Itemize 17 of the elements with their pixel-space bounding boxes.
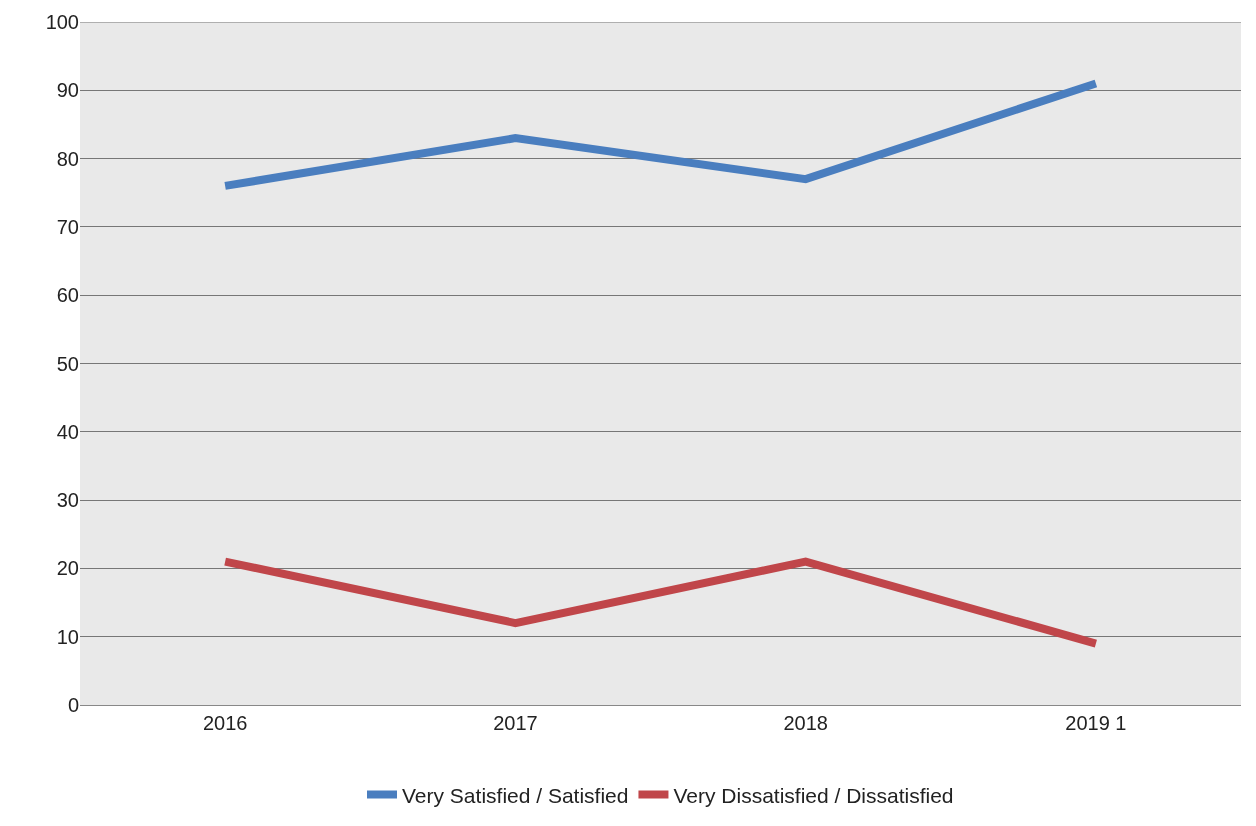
y-tick-label: 40 (56, 420, 79, 443)
y-tick-label: 60 (56, 284, 79, 307)
x-tick-label: 2019 1 (1065, 712, 1127, 734)
y-tick-label: 20 (56, 557, 79, 580)
legend-label: Very Dissatisfied / Dissatisfied (673, 783, 954, 807)
x-tick-label: 2018 (783, 712, 828, 734)
y-tick-label: 90 (56, 79, 79, 102)
legend-label: Very Satisfied / Satisfied (402, 783, 629, 807)
x-tick-label: 2016 (202, 712, 248, 734)
y-tick-label: 0 (67, 694, 79, 716)
x-tick-label: 2017 (493, 712, 538, 734)
y-tick-label: 80 (56, 147, 79, 170)
y-tick-label: 70 (56, 215, 79, 238)
y-tick-label: 30 (56, 489, 79, 512)
y-tick-label: 100 (45, 11, 79, 33)
y-tick-label: 10 (56, 625, 79, 648)
y-tick-label: 50 (56, 352, 79, 375)
